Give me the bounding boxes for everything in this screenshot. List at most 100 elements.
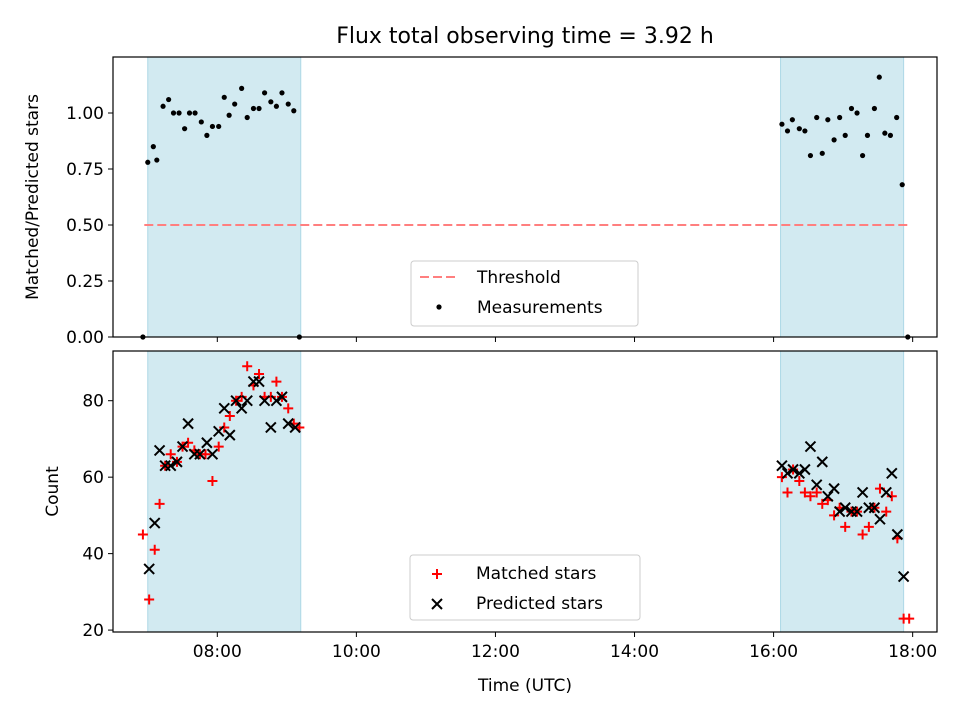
predicted-point [276,391,288,403]
measurement-point [192,110,198,116]
measurement-point [796,126,802,132]
axes-frame [112,350,938,633]
matched-point [805,491,816,502]
measurement-point [204,132,210,138]
y-tick-label: 0.75 [66,160,104,180]
measurement-point [871,105,878,112]
matched-point [283,403,294,414]
y-tick-label: 20 [82,621,104,641]
predicted-point [241,394,253,407]
matched-point [881,506,892,517]
count-panel: 20 40 60 80 08:00 10:00 12:00 14:00 16:00 18:00 Co… [43,350,938,696]
measurement-point [186,110,193,116]
predicted-point [265,421,277,434]
measurement-point [848,105,855,112]
x-tick-label: 12:00 [471,642,520,662]
measurement-point [854,110,860,116]
axes-frame [112,56,938,338]
matched-point [271,376,282,387]
predicted-point [868,502,881,514]
predicted-point [153,444,166,457]
predicted-point [799,463,811,476]
matched-point [886,491,897,502]
measurement-point [842,132,848,138]
predicted-point [874,513,886,525]
matched-point [144,594,155,605]
matched-point [776,472,787,483]
matched-point [829,510,840,521]
predicted-point [171,456,183,468]
measurement-point [170,110,177,116]
measurement-point [273,103,280,109]
predicted-point [206,448,219,460]
predicted-point [839,502,851,514]
measurement-point [814,114,820,121]
predicted-point [793,467,806,480]
predicted-point [787,463,799,476]
predicted-point [165,459,177,472]
predicted-point [224,429,236,441]
legend: Matched stars Predicted stars [409,554,641,621]
legend-box [409,554,641,621]
matched-point [782,487,793,498]
predicted-point [201,437,213,449]
measurement-point [160,103,166,109]
matched-point [154,498,165,509]
legend-label: Threshold [476,268,561,288]
predicted-point [270,394,283,407]
measurement-point [882,130,888,136]
legend-label: Predicted stars [476,594,603,614]
measurement-point [239,85,245,91]
measurement-point [279,90,285,96]
legend-label: Matched stars [476,564,596,584]
x-tick-label: 14:00 [610,642,659,662]
matched-point [137,529,148,540]
matched-point [799,487,810,498]
predicted-point [816,456,828,468]
predicted-point [856,486,869,499]
measurement-point [789,117,795,123]
x-tick-label: 10:00 [332,642,381,662]
legend-predicted-swatch [431,598,443,610]
predicted-point [253,375,265,388]
chart-title: Flux total observing time = 3.92 h [336,24,714,49]
y-tick-label: 60 [82,468,104,488]
predicted-point [886,467,898,480]
legend-matched-swatch [432,569,442,579]
measurement-point [176,110,182,116]
y-tick-label: 80 [82,392,104,412]
measurement-point [291,108,297,114]
measurement-point [150,144,156,150]
x-axis-label: Time (UTC) [477,676,572,696]
predicted-point [235,402,248,415]
predicted-point [282,417,294,430]
measurement-point [887,132,894,138]
matched-point [840,521,851,532]
predicted-point [891,528,904,541]
measurement-point [876,74,882,80]
x-tick-label: 16:00 [749,642,798,662]
matched-point [200,449,211,460]
predicted-point [230,394,242,407]
predicted-point [828,482,840,495]
predicted-point [781,467,794,480]
y-axis-label: Matched/Predicted stars [23,94,43,300]
measurement-point [802,128,808,134]
legend-box [410,260,639,327]
measurement-point [216,123,222,130]
predicted-point [149,517,161,529]
x-tick-label: 08:00 [193,642,242,662]
measurement-point [819,150,825,156]
x-tick-label: 18:00 [888,642,937,662]
predicted-point [258,394,271,407]
predicted-point [880,486,892,499]
predicted-point [182,417,194,430]
measurement-point [864,132,871,138]
measurement-point [221,94,227,100]
measurement-point [261,90,268,96]
predicted-point [851,505,863,518]
measurement-point [256,105,262,112]
measurement-point [285,101,291,107]
predicted-point [212,425,225,437]
